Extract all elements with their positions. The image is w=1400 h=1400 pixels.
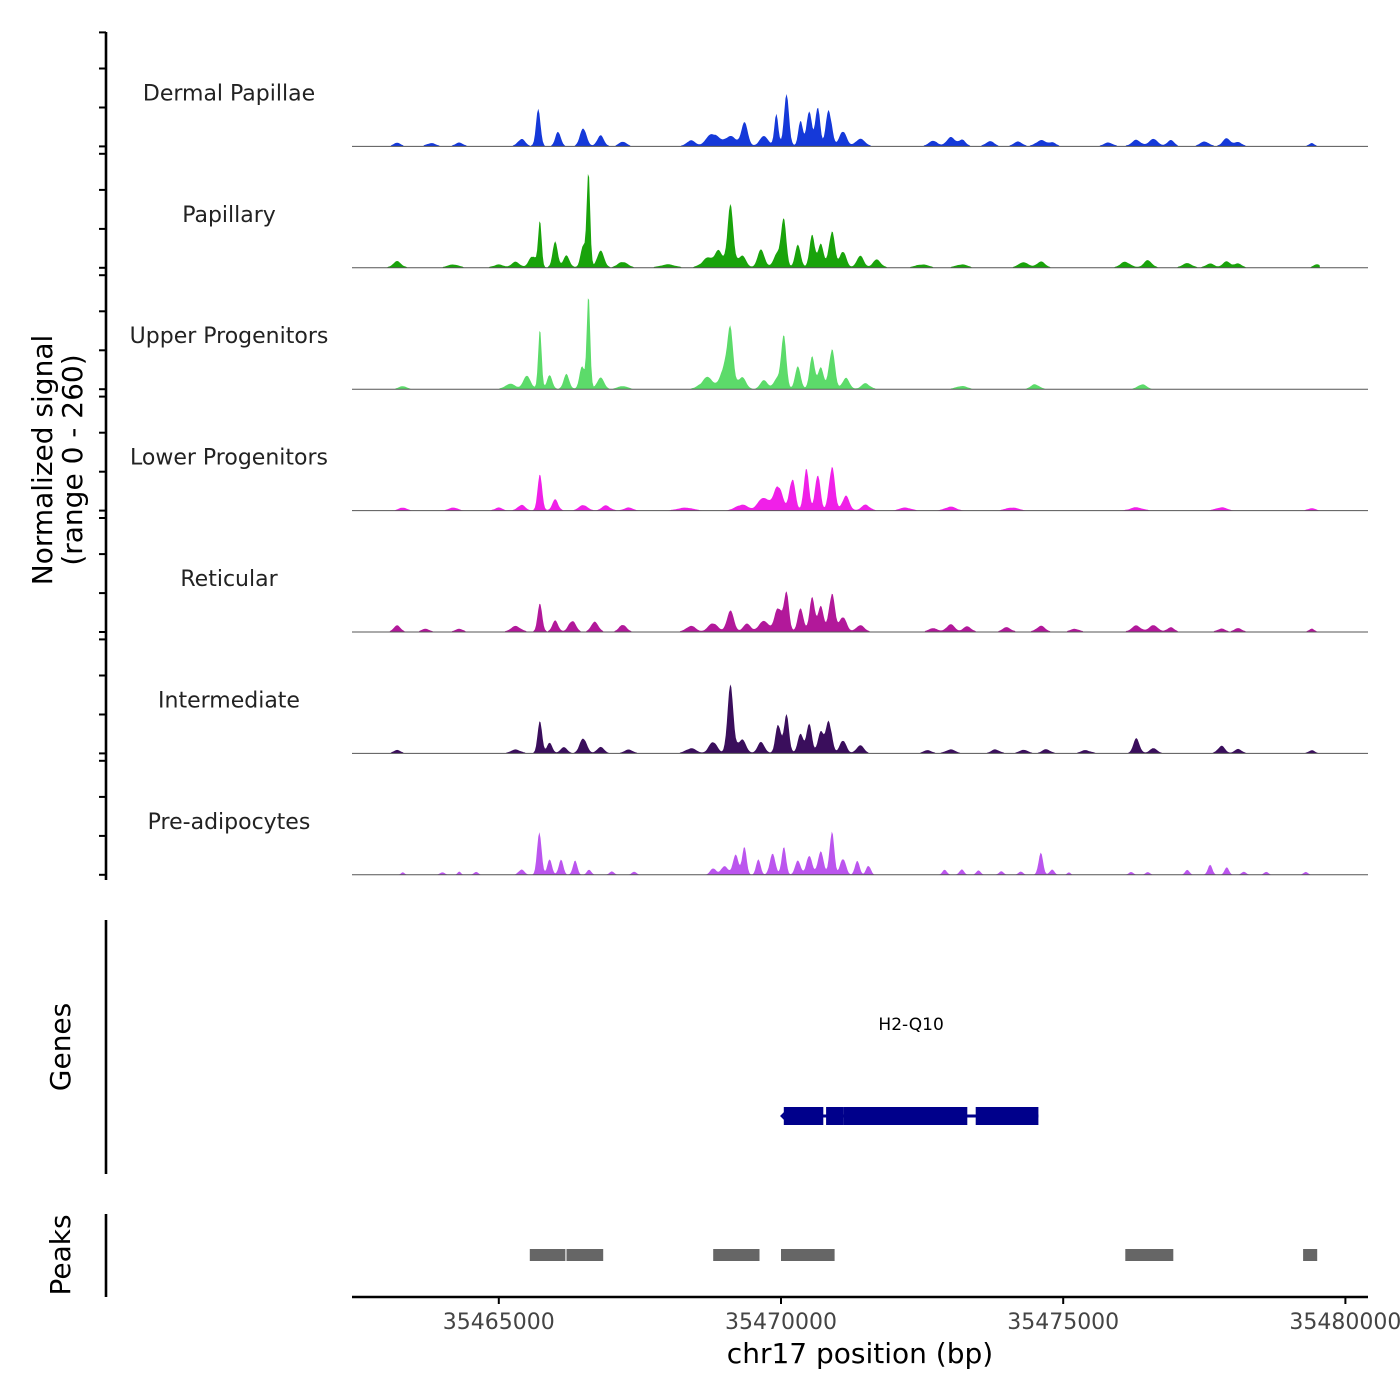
track-papillary: Papillary [182, 174, 1368, 269]
x-tick-label: 35470000 [725, 1310, 837, 1335]
gene-exon [843, 1107, 968, 1125]
y-axis-title: Normalized signal (range 0 - 260) [26, 335, 89, 586]
track-label: Dermal Papillae [143, 81, 315, 106]
gene-exon [826, 1107, 843, 1125]
track-reticular: Reticular [180, 567, 1368, 633]
coverage-area [385, 591, 1320, 632]
x-tick-label: 35465000 [443, 1310, 555, 1335]
track-label: Papillary [182, 203, 276, 228]
x-tick-label: 35475000 [1007, 1310, 1119, 1335]
coverage-area [385, 684, 1320, 754]
coverage-tracks: Dermal Papillae Papillary Upper Progenitor… [130, 81, 1368, 876]
coverage-area [385, 467, 1320, 511]
signal-y-ticks [99, 31, 106, 876]
track-label: Upper Progenitors [130, 324, 329, 349]
track-pre-adipocytes: Pre-adipocytes [148, 810, 1368, 876]
track-lower-progenitors: Lower Progenitors [130, 446, 1368, 512]
peaks-track [529, 1249, 1318, 1261]
gene-h2-q10: H2-Q10 [780, 1015, 1039, 1125]
peak-region [1303, 1249, 1318, 1261]
strand-arrow [780, 1109, 789, 1123]
track-dermal-papillae: Dermal Papillae [143, 81, 1368, 147]
coverage-area [385, 94, 1320, 147]
peak-region [781, 1249, 835, 1261]
track-label: Reticular [180, 567, 278, 592]
gene-exon [975, 1107, 1039, 1125]
genes-track: H2-Q10 [780, 1015, 1039, 1125]
track-upper-progenitors: Upper Progenitors [130, 298, 1368, 390]
x-axis-ticks: 35465000 35470000 35475000 35480000 [443, 1297, 1400, 1335]
track-intermediate: Intermediate [158, 684, 1368, 754]
coverage-area [385, 831, 1320, 875]
track-label: Intermediate [158, 688, 300, 713]
y-axis-title-line2: (range 0 - 260) [56, 354, 89, 565]
coverage-area [385, 174, 1320, 268]
track-label: Lower Progenitors [130, 446, 328, 471]
peaks-axis-title: Peaks [44, 1214, 77, 1295]
x-tick-label: 35480000 [1289, 1310, 1400, 1335]
y-axis-title-line1: Normalized signal [26, 335, 59, 586]
peak-region [566, 1249, 604, 1261]
genes-axis-title: Genes [44, 1003, 77, 1091]
gene-label: H2-Q10 [878, 1015, 943, 1035]
x-axis-title: chr17 position (bp) [727, 1337, 993, 1370]
peak-region [1125, 1249, 1174, 1261]
peak-region [529, 1249, 566, 1261]
track-label: Pre-adipocytes [148, 810, 311, 835]
peak-region [713, 1249, 760, 1261]
coverage-area [385, 298, 1320, 390]
gene-exon [783, 1107, 824, 1125]
